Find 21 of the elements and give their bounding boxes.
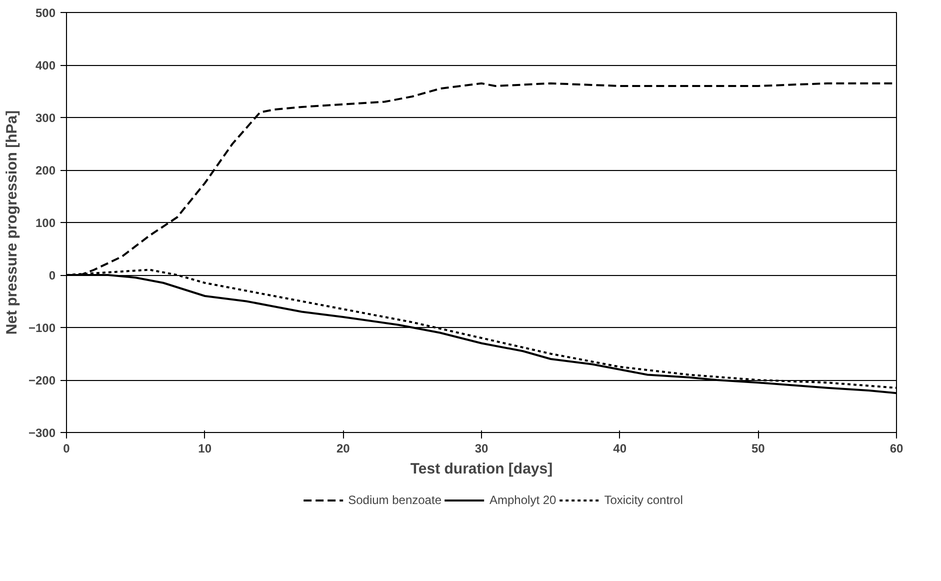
y-tick-label: 300 bbox=[35, 111, 56, 125]
y-tick-label: 100 bbox=[35, 216, 56, 230]
x-tick-label: 0 bbox=[63, 442, 70, 456]
y-tick-label: 400 bbox=[35, 58, 56, 72]
y-tick-label: −200 bbox=[28, 374, 56, 388]
legend-label: Ampholyt 20 bbox=[490, 493, 556, 507]
x-tick-label: 10 bbox=[198, 442, 212, 456]
x-tick-label: 30 bbox=[474, 442, 488, 456]
y-tick-label: 500 bbox=[35, 6, 56, 20]
x-tick-label: 50 bbox=[751, 442, 766, 456]
x-tick-label: 40 bbox=[613, 442, 627, 456]
y-tick-label: −300 bbox=[28, 426, 56, 440]
x-tick-label: 20 bbox=[336, 442, 350, 456]
legend-label: Sodium benzoate bbox=[348, 493, 442, 507]
y-tick-label: −100 bbox=[28, 321, 56, 335]
x-axis-title: Test duration [days] bbox=[410, 460, 553, 478]
y-tick-label: 200 bbox=[35, 164, 56, 178]
x-tick-label: 60 bbox=[890, 442, 904, 456]
y-tick-label: 0 bbox=[48, 268, 56, 282]
legend-label: Toxicity control bbox=[604, 493, 683, 507]
y-axis-title: Net pressure progression [hPa] bbox=[3, 110, 20, 335]
